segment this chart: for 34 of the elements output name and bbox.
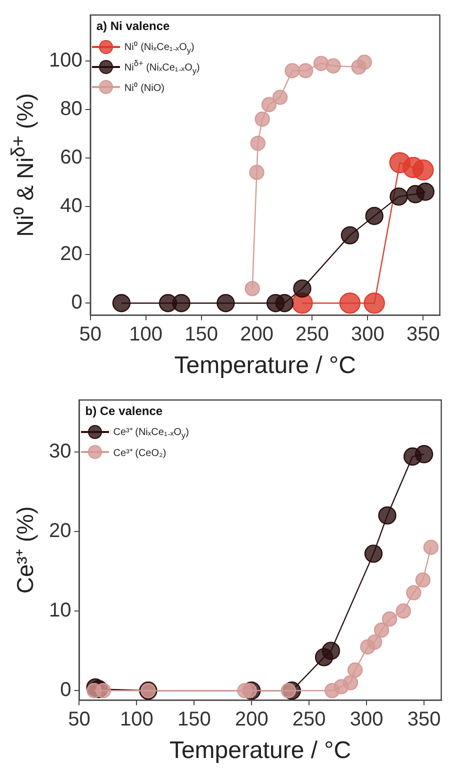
y-tick-label: 20 [48, 520, 72, 542]
y-tick-label: 40 [60, 194, 82, 217]
y-tick-label: 30 [48, 440, 72, 462]
y-tick-label: 0 [60, 679, 72, 702]
x-tick-label: 250 [292, 708, 326, 731]
y-tick-label: 60 [60, 146, 82, 168]
y-axis-title: Ce³⁺ (%) [11, 506, 39, 594]
chart-title: b) Ce valence [85, 404, 163, 418]
legend-label: Ni$^{δ+}$ (NiₓCe₁₋ₓO$_{y}$) [124, 58, 200, 76]
x-tick-label: 50 [68, 708, 90, 731]
y-tick-label: 80 [60, 98, 82, 120]
x-tick-label: 300 [350, 708, 384, 731]
chart-title: a) Ni valence [96, 19, 170, 33]
x-tick-label: 250 [296, 324, 329, 346]
x-axis-title: Temperature / °C [174, 352, 356, 380]
x-tick-label: 50 [79, 324, 102, 346]
y-tick-label: 20 [60, 243, 82, 266]
legend-label: Ce³⁺ (NiₓCe₁₋ₓO$_{y}$) [113, 426, 189, 440]
x-tick-label: 150 [184, 324, 218, 346]
y-tick-label: 100 [48, 50, 82, 72]
x-tick-label: 100 [120, 708, 154, 731]
x-tick-label: 100 [129, 324, 163, 346]
y-tick-label: 10 [48, 600, 72, 622]
x-tick-label: 300 [351, 324, 384, 346]
x-tick-label: 350 [407, 708, 441, 731]
legend-label: Ce³⁺ (CeO₂) [113, 447, 166, 459]
legend-label: Ni⁰ (NiO) [124, 82, 164, 94]
x-tick-label: 350 [406, 324, 440, 346]
x-tick-label: 200 [234, 708, 268, 731]
x-tick-label: 150 [177, 708, 211, 731]
x-tick-label: 200 [240, 324, 274, 346]
x-axis-title: Temperature / °C [169, 737, 352, 764]
legend-label: Ni⁰ (NiₓCe₁₋ₓO$_{y}$) [124, 40, 194, 55]
y-tick-label: 0 [71, 292, 82, 314]
